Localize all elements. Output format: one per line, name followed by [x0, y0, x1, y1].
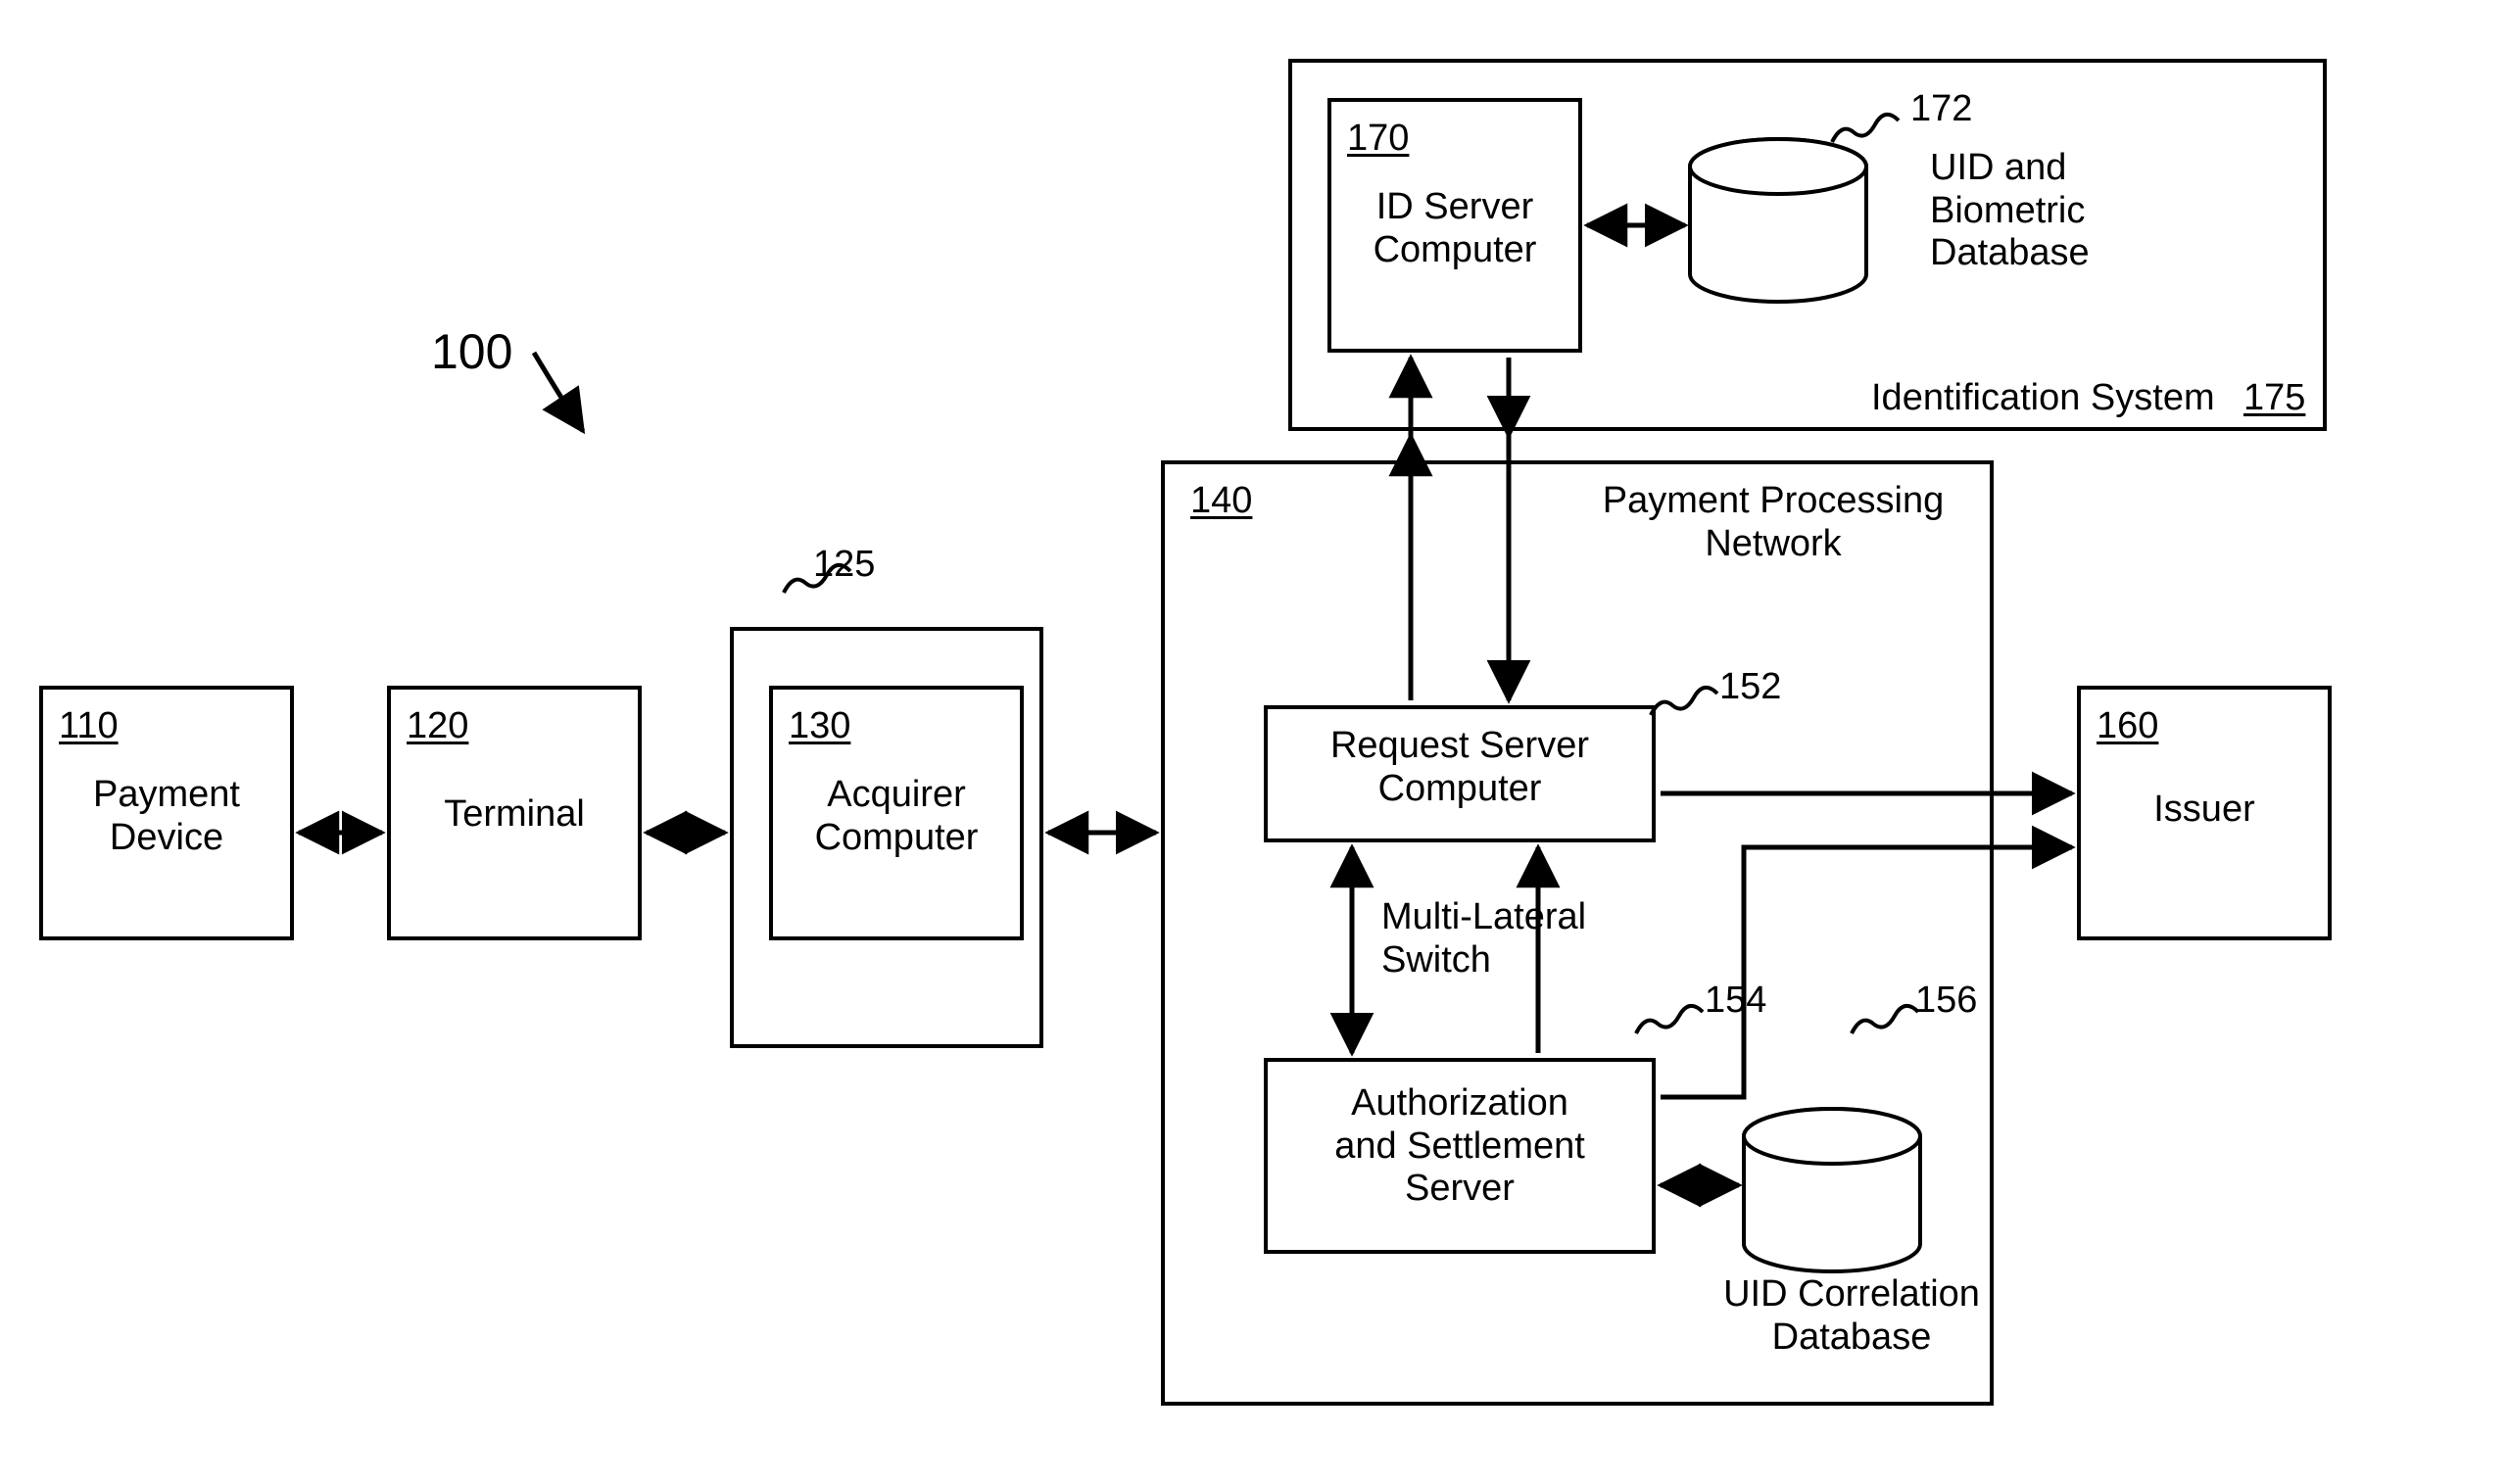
ref-acquirer: 130 — [789, 705, 850, 747]
ref-auth-server: 154 — [1705, 980, 1766, 1022]
label-issuer: Issuer — [2077, 789, 2332, 832]
ref-ppn: 140 — [1190, 480, 1252, 522]
ref-issuer: 160 — [2097, 705, 2158, 747]
ref-uid-bio-db: 172 — [1910, 88, 1972, 130]
ref-uid-corr-db: 156 — [1915, 980, 1977, 1022]
label-id-system: Identification System — [1871, 377, 2215, 420]
label-request-server: Request Server Computer — [1264, 725, 1656, 810]
label-auth-server: Authorization and Settlement Server — [1264, 1082, 1656, 1211]
label-uid-bio-db: UID and Biometric Database — [1930, 147, 2224, 275]
label-terminal: Terminal — [387, 793, 642, 837]
ref-id-server: 170 — [1347, 118, 1409, 160]
diagram-ref-100: 100 — [431, 323, 512, 380]
label-id-server: ID Server Computer — [1327, 186, 1582, 271]
ref-acquirer-outer: 125 — [813, 544, 875, 586]
diagram-stage: 100 110 Payment Device 120 Terminal 125 … — [0, 0, 2507, 1484]
label-mls: Multi-Lateral Switch — [1381, 896, 1636, 981]
ref-request-server: 152 — [1719, 666, 1781, 708]
label-acquirer: Acquirer Computer — [769, 774, 1024, 859]
label-ppn: Payment Processing Network — [1558, 480, 1989, 565]
ref-terminal: 120 — [407, 705, 468, 747]
label-payment-device: Payment Device — [39, 774, 294, 859]
label-uid-corr-db: UID Correlation Database — [1705, 1273, 1999, 1359]
ref-id-system: 175 — [2243, 377, 2305, 419]
ref-payment-device: 110 — [59, 705, 119, 747]
